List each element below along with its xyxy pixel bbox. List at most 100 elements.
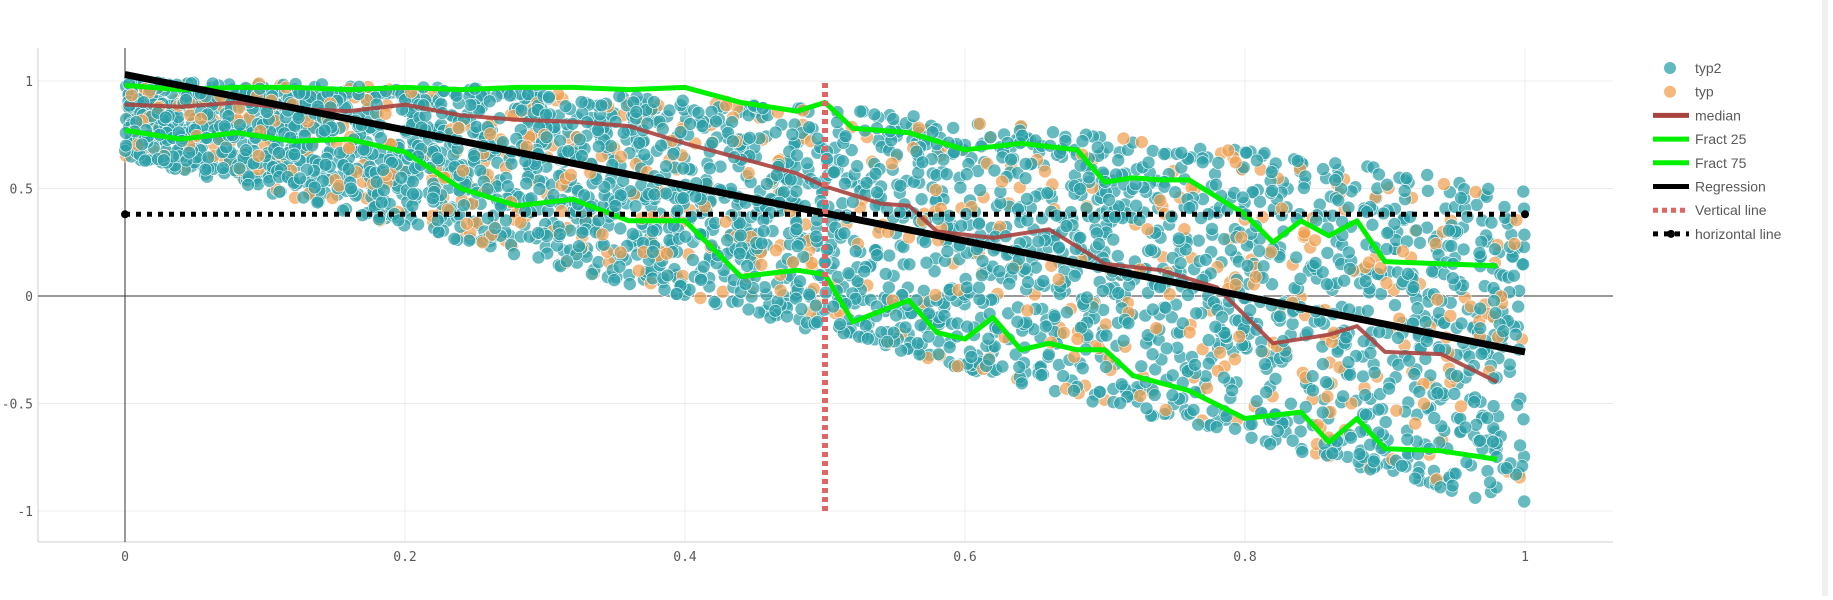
point-typ2	[1516, 257, 1530, 272]
y-tick-label: 0	[25, 290, 33, 305]
point-typ2	[882, 248, 897, 263]
legend-item-fract-25[interactable]: Fract 25	[1653, 131, 1747, 147]
point-typ2	[1285, 316, 1300, 331]
point-typ2	[707, 295, 722, 309]
point-typ2	[675, 93, 690, 108]
legend-label: typ2	[1695, 60, 1722, 76]
point-typ2	[1141, 155, 1156, 170]
point-typ	[1379, 276, 1394, 290]
point-typ2	[467, 149, 482, 163]
point-typ2	[647, 187, 662, 202]
point-typ2	[1046, 125, 1060, 139]
point-typ2	[659, 159, 673, 173]
point-typ2	[1328, 173, 1342, 187]
point-typ2	[861, 331, 875, 346]
point-typ2	[995, 359, 1010, 374]
point-typ2	[539, 130, 554, 145]
point-typ	[1396, 244, 1410, 259]
point-typ	[1057, 325, 1071, 340]
tick-labels: 0 0.2 0.4 0.6 0.8 1 1 0.5 0 -0.5 -1	[2, 75, 1529, 565]
point-typ2	[613, 221, 628, 236]
point-typ	[125, 88, 139, 103]
point-typ2	[1252, 244, 1267, 258]
point-typ2	[1201, 356, 1216, 371]
point-typ2	[1020, 192, 1034, 206]
scrollbar[interactable]	[1822, 0, 1828, 596]
point-typ2	[374, 131, 388, 145]
point-typ2	[1372, 325, 1386, 339]
point-typ2	[826, 299, 841, 314]
legend-item-fract-75[interactable]: Fract 75	[1653, 155, 1747, 171]
point-typ2	[1484, 215, 1499, 230]
point-typ2	[654, 138, 669, 153]
point-typ2	[1397, 184, 1412, 198]
legend-item-typ[interactable]: typ	[1664, 84, 1714, 100]
point-typ2	[1511, 299, 1525, 314]
legend-item-median[interactable]: median	[1653, 107, 1741, 123]
point-typ2	[1474, 234, 1489, 249]
point-typ	[1308, 233, 1322, 248]
point-typ2	[1199, 252, 1213, 267]
legend-item-regression[interactable]: Regression	[1653, 179, 1766, 195]
point-typ2	[960, 280, 974, 295]
point-typ2	[1254, 344, 1269, 359]
point-typ2	[754, 236, 769, 251]
point-typ	[754, 257, 769, 272]
point-typ2	[514, 103, 529, 118]
point-typ2	[553, 134, 567, 148]
point-typ2	[1315, 265, 1330, 280]
point-typ2	[808, 298, 823, 313]
point-typ2	[1284, 396, 1298, 411]
point-typ	[194, 111, 208, 126]
point-typ2	[790, 239, 805, 253]
point-typ2	[870, 248, 884, 262]
point-typ2	[318, 158, 333, 172]
point-typ	[451, 121, 466, 135]
point-typ2	[559, 254, 574, 269]
point-typ2	[1481, 182, 1495, 196]
legend-label: horizontal line	[1695, 226, 1782, 242]
point-typ2	[914, 192, 929, 206]
point-typ2	[894, 343, 908, 358]
legend[interactable]: typ2 typ median Fract 25 Fract 75 Regression V…	[1653, 60, 1782, 242]
legend-item-vertical-line[interactable]: Vertical line	[1653, 202, 1767, 218]
point-typ2	[1139, 401, 1154, 416]
point-typ2	[1075, 361, 1090, 376]
point-typ2	[870, 185, 884, 200]
point-typ	[950, 359, 965, 374]
point-typ2	[1293, 271, 1308, 286]
legend-item-horizontal-line[interactable]: horizontal line	[1653, 226, 1782, 242]
point-typ2	[616, 125, 631, 140]
point-typ2	[405, 174, 420, 189]
point-typ2	[1378, 415, 1393, 429]
point-typ2	[241, 178, 255, 192]
point-typ2	[794, 302, 809, 316]
point-typ2	[973, 183, 987, 197]
point-typ2	[867, 107, 882, 122]
point-typ2	[1036, 274, 1051, 288]
point-typ2	[921, 329, 936, 344]
point-typ2	[626, 227, 640, 241]
point-typ2	[1265, 184, 1279, 198]
point-typ2	[1111, 153, 1125, 167]
point-typ2	[1343, 261, 1357, 276]
point-typ2	[1483, 475, 1497, 490]
point-typ2	[1031, 234, 1046, 249]
point-typ2	[1320, 246, 1335, 260]
point-typ2	[1047, 309, 1062, 324]
point-typ2	[1273, 309, 1287, 324]
point-typ2	[1015, 128, 1029, 143]
point-typ	[1468, 185, 1483, 199]
point-typ2	[1372, 167, 1386, 182]
point-typ2	[1316, 405, 1330, 420]
point-typ	[1248, 270, 1263, 284]
point-typ2	[317, 123, 332, 138]
point-typ2	[1271, 424, 1285, 438]
point-typ2	[1215, 310, 1229, 325]
point-typ2	[983, 130, 998, 144]
point-typ2	[691, 105, 706, 120]
legend-item-typ2[interactable]: typ2	[1664, 60, 1722, 76]
point-typ2	[972, 280, 986, 295]
point-typ2	[657, 282, 672, 297]
point-typ2	[809, 229, 823, 244]
